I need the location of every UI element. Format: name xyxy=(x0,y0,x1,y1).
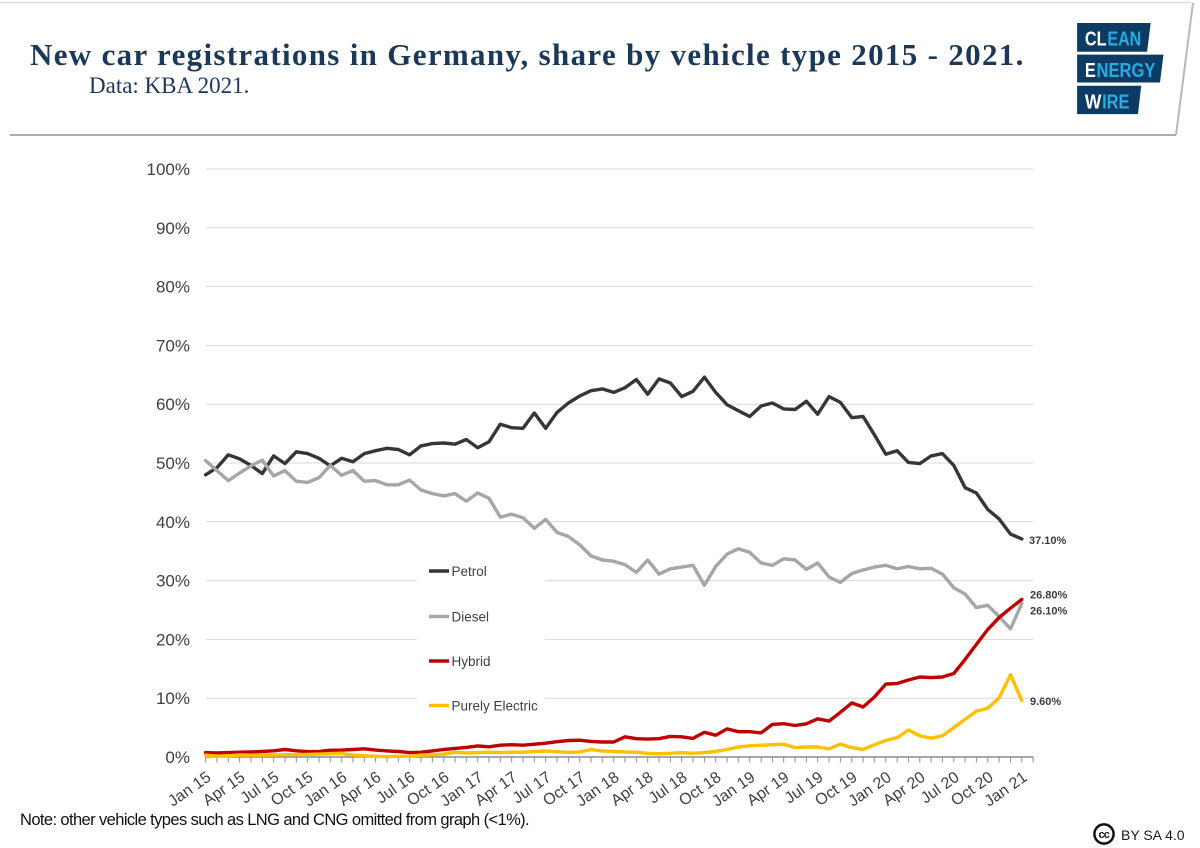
svg-text:9.60%: 9.60% xyxy=(1030,696,1061,708)
svg-text:EAN: EAN xyxy=(1107,27,1141,50)
svg-text:70%: 70% xyxy=(156,336,190,355)
svg-text:CL: CL xyxy=(1085,27,1107,50)
svg-text:80%: 80% xyxy=(156,278,190,297)
svg-text:10%: 10% xyxy=(156,689,190,708)
svg-text:NERGY: NERGY xyxy=(1097,59,1156,82)
svg-text:100%: 100% xyxy=(147,160,190,179)
svg-text:Hybrid: Hybrid xyxy=(452,654,491,669)
svg-text:cc: cc xyxy=(1098,829,1109,841)
svg-text:26.10%: 26.10% xyxy=(1030,606,1068,618)
svg-text:W: W xyxy=(1085,90,1102,113)
svg-text:90%: 90% xyxy=(156,219,190,238)
svg-text:Petrol: Petrol xyxy=(452,564,487,579)
svg-text:60%: 60% xyxy=(156,395,190,414)
svg-text:20%: 20% xyxy=(156,630,190,649)
svg-text:40%: 40% xyxy=(156,513,190,532)
svg-text:E: E xyxy=(1085,59,1096,82)
svg-text:IRE: IRE xyxy=(1102,90,1129,113)
svg-text:Diesel: Diesel xyxy=(452,610,490,625)
svg-text:Purely Electric: Purely Electric xyxy=(452,699,539,714)
svg-text:0%: 0% xyxy=(165,748,190,767)
svg-text:37.10%: 37.10% xyxy=(1029,535,1067,547)
svg-text:26.80%: 26.80% xyxy=(1030,590,1068,602)
svg-text:30%: 30% xyxy=(156,572,190,591)
svg-text:50%: 50% xyxy=(156,454,190,473)
